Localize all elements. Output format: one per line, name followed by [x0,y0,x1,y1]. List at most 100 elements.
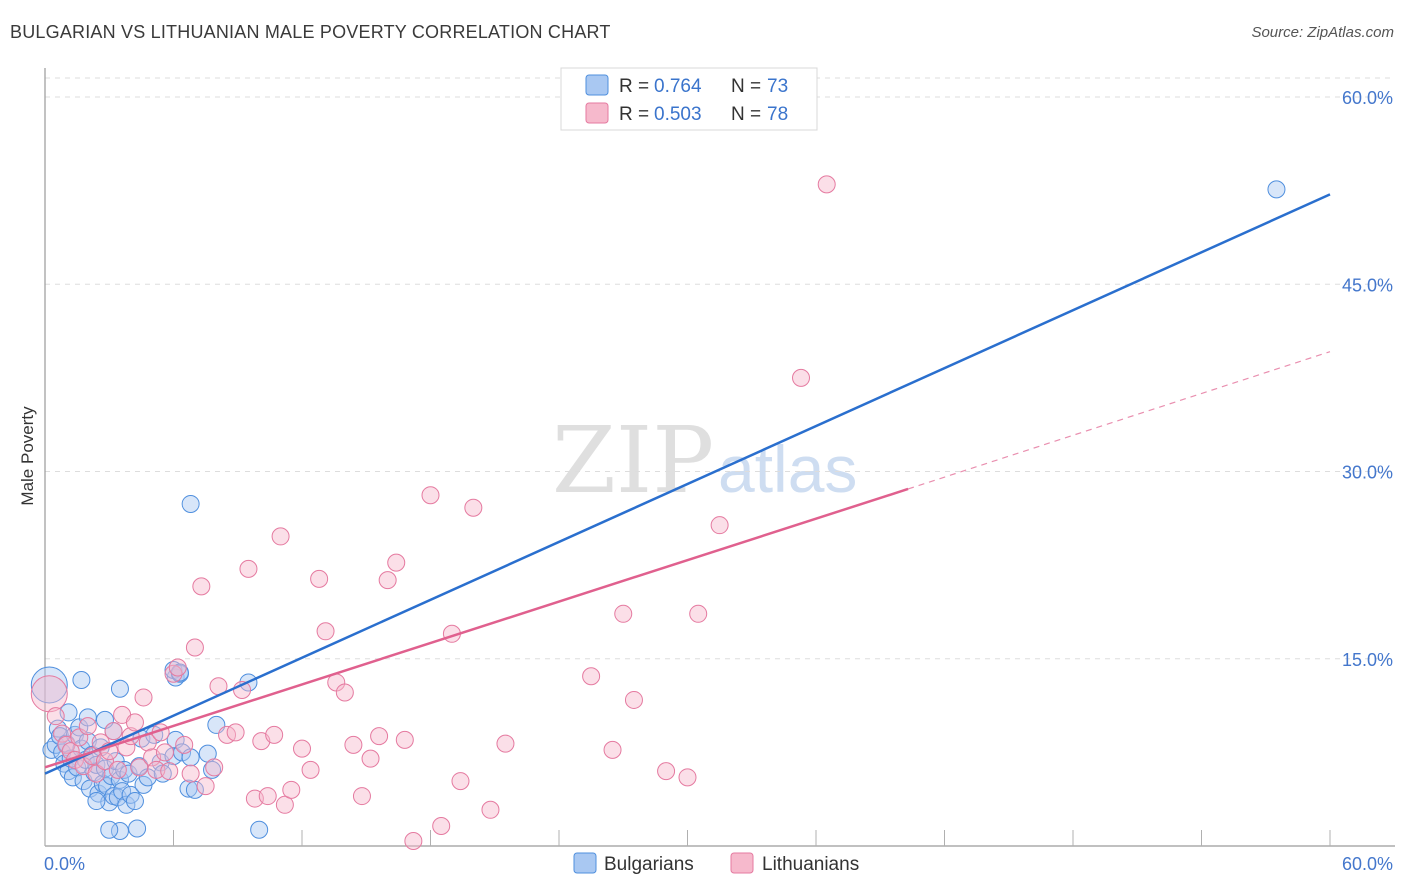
bottom-legend-label-lithuanians: Lithuanians [762,854,859,875]
point-lithuanians [481,800,500,819]
legend-r-label-bulgarians: R = [619,76,649,97]
point-lithuanians [624,690,643,709]
legend-r-label-lithuanians: R = [619,104,649,125]
trendline-bulgarians [44,193,1331,775]
legend-n-value-bulgarians: 73 [767,76,788,97]
bottom-legend-swatch-lithuanians [730,852,754,874]
point-lithuanians [451,772,470,791]
point-lithuanians [125,713,144,732]
bottom-legend-label-bulgarians: Bulgarians [604,854,694,875]
trendline-extension-lithuanians [907,351,1331,490]
point-lithuanians [603,740,622,759]
legend-n-label-bulgarians: N = [731,76,761,97]
point-lithuanians [310,569,329,588]
legend-n-value-lithuanians: 78 [767,104,788,125]
y-axis-title: Male Poverty [18,406,37,506]
point-lithuanians [710,516,729,535]
point-lithuanians [239,559,258,578]
chart-title: BULGARIAN VS LITHUANIAN MALE POVERTY COR… [10,22,611,42]
point-lithuanians [387,553,406,572]
point-lithuanians [95,752,114,771]
point-lithuanians [134,688,153,707]
x-tick-label-0: 0.0% [44,854,85,874]
point-lithuanians [657,762,676,781]
point-lithuanians [792,368,811,387]
point-lithuanians [432,817,451,836]
point-lithuanians [147,760,166,779]
point-lithuanians [196,777,215,796]
point-lithuanians [160,762,179,781]
x-axis-ticks [44,830,1331,846]
point-lithuanians [108,760,127,779]
source-label: Source: ZipAtlas.com [1251,24,1394,41]
series-lithuanians [30,175,836,851]
point-lithuanians [293,739,311,758]
point-bulgarians [119,764,138,783]
point-lithuanians [817,175,836,194]
point-bulgarians [63,768,82,787]
point-lithuanians [265,725,284,744]
watermark-atlas: atlas [718,432,857,506]
point-lithuanians [185,638,204,657]
bottom-legend-swatch-bulgarians [573,852,597,874]
legend-swatch-lithuanians [585,102,609,124]
point-bulgarians [117,795,136,814]
stats-legend: R = 0.764 N = 73 R = 0.503 N = 78 [560,67,818,131]
point-lithuanians [155,743,174,762]
legend-r-value-lithuanians: 0.503 [654,104,702,125]
point-lithuanians [370,727,389,746]
point-lithuanians [335,683,354,702]
point-lithuanians [175,735,194,754]
watermark-zip: ZIP [552,407,714,514]
series-bulgarians [30,180,1286,841]
point-lithuanians [421,486,440,505]
y-tick-label-30: 30.0% [1342,463,1393,483]
point-lithuanians [168,658,187,677]
point-lithuanians [678,768,697,787]
y-tick-label-45: 45.0% [1342,275,1393,295]
point-lithuanians [404,832,423,851]
point-lithuanians [30,675,68,713]
point-lithuanians [53,724,72,743]
point-lithuanians [344,735,363,754]
point-lithuanians [46,707,65,726]
point-bulgarians [250,820,269,839]
point-lithuanians [87,764,106,783]
point-bulgarians [1267,180,1286,199]
point-bulgarians [95,759,114,778]
point-lithuanians [192,577,211,596]
point-lithuanians [378,571,397,590]
legend-n-label-lithuanians: N = [731,104,761,125]
point-bulgarians [30,666,68,704]
point-lithuanians [282,780,301,799]
point-bulgarians [87,792,106,811]
point-lithuanians [395,730,414,749]
point-bulgarians [128,819,147,838]
point-lithuanians [361,749,380,768]
legend-r-value-bulgarians: 0.764 [654,76,702,97]
point-bulgarians [110,679,129,698]
point-lithuanians [689,604,708,623]
point-lithuanians [614,604,633,623]
x-tick-label-60: 60.0% [1342,854,1393,874]
point-lithuanians [316,622,335,641]
watermark: ZIP atlas [552,407,857,514]
point-lithuanians [226,723,245,742]
point-lithuanians [582,667,601,686]
y-tick-label-15: 15.0% [1342,650,1393,670]
point-bulgarians [100,820,119,839]
point-bulgarians [125,792,144,811]
legend-swatch-bulgarians [585,74,609,96]
point-lithuanians [496,734,515,753]
point-bulgarians [113,782,132,801]
point-lithuanians [271,527,290,546]
point-bulgarians [72,670,91,689]
point-lithuanians [464,498,483,517]
point-lithuanians [352,787,371,806]
point-bulgarians [181,494,200,513]
point-lithuanians [258,787,277,806]
trendlines [44,193,1331,775]
point-lithuanians [104,722,123,741]
point-lithuanians [275,795,294,814]
